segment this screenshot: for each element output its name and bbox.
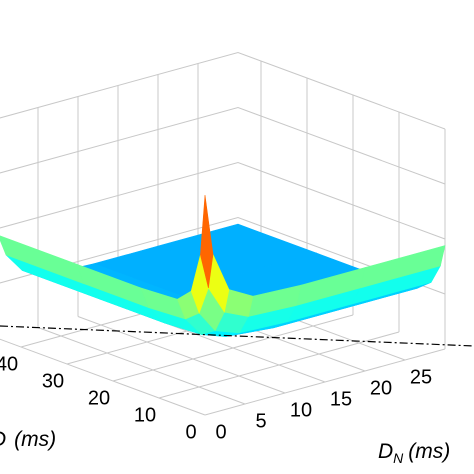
grid-line [158, 331, 400, 399]
grid-line [0, 338, 206, 416]
y-tick-label: 20 [88, 387, 110, 409]
x-label-main: D [378, 440, 393, 463]
floor-edge [0, 325, 474, 347]
y-axis-label: D (ms) [0, 428, 56, 451]
wall-line [0, 51, 446, 130]
grid-line [37, 327, 246, 405]
wall-line [0, 106, 446, 185]
x-label-unit: (ms) [408, 440, 450, 463]
y-tick-label: 0 [185, 421, 196, 443]
x-axis-label: DN (ms) [378, 440, 450, 466]
ticks: 0 5 10 15 20 25 0 10 20 30 40 [0, 353, 432, 443]
surface-cell [200, 194, 214, 288]
x-label-sub: N [393, 450, 404, 466]
grid-line [204, 348, 446, 416]
y-tick-label: 40 [0, 353, 18, 375]
grid-line [112, 314, 354, 382]
wall-line [0, 161, 446, 240]
x-tick-label: 25 [410, 366, 432, 388]
x-tick-label: 15 [330, 388, 352, 410]
x-tick-label: 20 [370, 377, 392, 399]
y-tick-label: 10 [134, 404, 156, 426]
grid-line [77, 316, 286, 394]
y-tick-label: 30 [42, 370, 64, 392]
y-label-main: D [0, 428, 6, 451]
surface [0, 194, 446, 337]
x-tick-label: 0 [215, 421, 226, 443]
x-tick-label: 5 [255, 410, 266, 432]
x-tick-label: 10 [290, 399, 312, 421]
y-label-unit: (ms) [14, 428, 56, 451]
